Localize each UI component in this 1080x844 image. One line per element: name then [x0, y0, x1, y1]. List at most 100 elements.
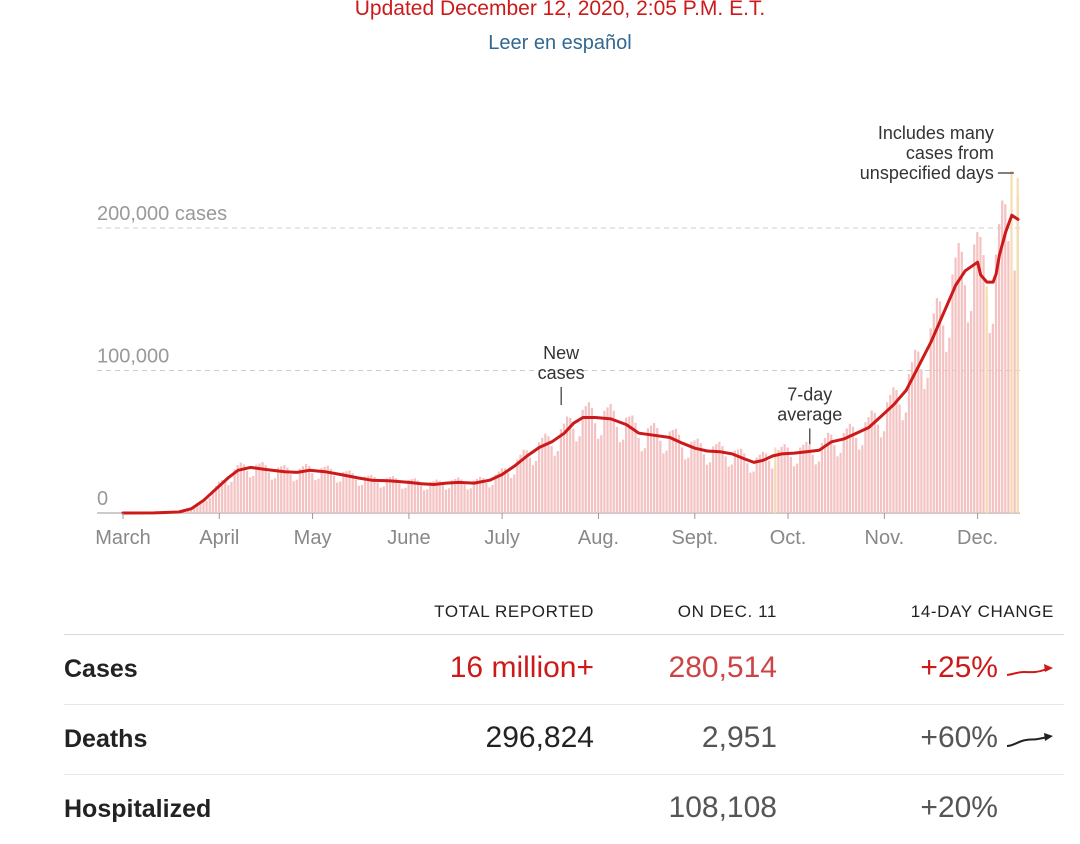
daily-case-bar	[603, 411, 605, 513]
daily-case-bar	[495, 475, 497, 513]
daily-case-bar	[746, 463, 748, 513]
daily-case-bar	[277, 468, 279, 513]
daily-case-bar	[280, 466, 282, 513]
daily-case-bar	[672, 430, 674, 513]
daily-case-bar	[864, 422, 866, 513]
daily-case-bar	[557, 451, 559, 513]
daily-case-bar	[230, 482, 232, 513]
y-tick-label: 200,000 cases	[97, 203, 227, 225]
x-tick-label: April	[199, 527, 239, 549]
daily-case-bar	[342, 472, 344, 513]
daily-case-bar	[802, 445, 804, 513]
daily-case-bar	[448, 488, 450, 513]
daily-case-bar	[560, 429, 562, 513]
daily-case-bar	[554, 456, 556, 513]
x-tick-label: May	[294, 527, 332, 549]
x-tick-label: Aug.	[578, 527, 619, 549]
row-label: Cases	[64, 655, 138, 684]
daily-case-bar	[504, 468, 506, 513]
daily-case-bar	[690, 442, 692, 513]
daily-case-bar	[970, 311, 972, 513]
daily-value: 108,108	[669, 791, 777, 825]
daily-case-bar	[728, 466, 730, 513]
daily-case-bar	[361, 485, 363, 513]
daily-case-bar	[961, 252, 963, 513]
daily-case-bar	[404, 488, 406, 513]
daily-case-bar	[401, 489, 403, 513]
daily-case-bar	[995, 254, 997, 513]
daily-case-bar	[964, 285, 966, 513]
daily-case-bar	[445, 490, 447, 513]
daily-case-bar	[771, 469, 773, 513]
daily-case-bar	[1007, 241, 1009, 513]
daily-case-bar	[451, 480, 453, 513]
daily-case-bar	[799, 448, 801, 513]
daily-case-bar	[606, 407, 608, 513]
daily-case-bar	[616, 427, 618, 513]
daily-case-bar	[818, 462, 820, 513]
daily-case-bar	[265, 465, 267, 513]
x-tick-label: March	[95, 527, 151, 549]
daily-case-bar	[752, 472, 754, 513]
annotation-text: cases	[538, 363, 585, 383]
daily-case-bar	[861, 445, 863, 513]
daily-case-bar	[398, 484, 400, 513]
daily-case-bar	[911, 362, 913, 513]
daily-case-bar	[743, 453, 745, 513]
daily-case-bar	[954, 258, 956, 513]
daily-case-bar	[693, 440, 695, 513]
total-reported-value: 16 million+	[450, 651, 594, 685]
daily-case-bar	[712, 446, 714, 513]
daily-case-bar	[249, 477, 251, 513]
change-value: +20%	[920, 791, 998, 825]
x-tick-label: Sept.	[671, 527, 718, 549]
daily-case-bar	[756, 458, 758, 513]
daily-case-bar	[982, 255, 984, 513]
daily-case-bar	[299, 469, 301, 513]
daily-case-bar	[669, 431, 671, 513]
daily-case-bar	[967, 322, 969, 513]
x-tick-label: June	[387, 527, 430, 549]
x-tick-label: Nov.	[865, 527, 905, 549]
daily-case-bar	[470, 488, 472, 513]
daily-case-bar	[942, 325, 944, 513]
annotation-text: New	[543, 343, 580, 363]
daily-case-bar	[923, 389, 925, 513]
daily-case-bar	[268, 472, 270, 513]
daily-case-bar	[796, 464, 798, 513]
daily-case-bar	[209, 498, 211, 513]
daily-case-bar	[749, 473, 751, 513]
daily-case-bar	[734, 450, 736, 513]
daily-case-bar	[535, 461, 537, 513]
daily-case-bar	[532, 465, 534, 513]
stats-row-deaths: Deaths 296,824 2,951 +60%	[64, 705, 1064, 775]
daily-case-bar	[274, 478, 276, 513]
daily-case-bar	[538, 442, 540, 513]
daily-case-bar	[339, 481, 341, 513]
daily-case-bar	[737, 450, 739, 513]
header-total-reported: TOTAL REPORTED	[434, 602, 594, 622]
row-label: Deaths	[64, 725, 147, 754]
daily-case-bar	[619, 442, 621, 513]
daily-case-bar	[634, 423, 636, 513]
daily-case-bar	[886, 402, 888, 513]
daily-case-bar	[311, 473, 313, 513]
daily-case-bar	[824, 438, 826, 513]
daily-case-bar	[889, 395, 891, 513]
daily-case-bar	[336, 483, 338, 513]
daily-case-bar	[233, 469, 235, 513]
total-reported-value: 296,824	[486, 721, 594, 755]
daily-case-bar	[843, 433, 845, 513]
daily-case-bar	[659, 441, 661, 513]
daily-case-bar	[594, 423, 596, 513]
daily-value: 280,514	[669, 651, 777, 685]
daily-case-bar	[917, 352, 919, 513]
daily-case-bar	[572, 429, 574, 513]
daily-case-bar	[320, 468, 322, 513]
x-tick-label: July	[484, 527, 520, 549]
daily-value: 2,951	[702, 721, 777, 755]
daily-case-bar	[202, 501, 204, 513]
daily-case-bar	[930, 328, 932, 513]
